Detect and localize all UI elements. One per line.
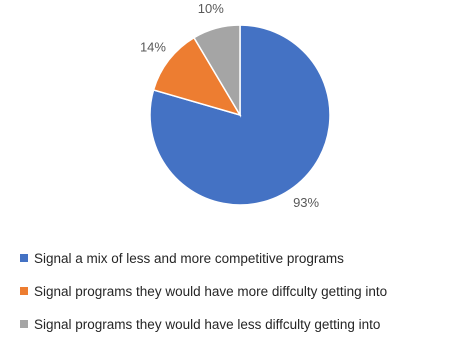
legend-label: Signal a mix of less and more competitiv…	[34, 250, 344, 266]
pie-chart: 93% 14% 10% Signal a mix of less and more …	[20, 1, 387, 332]
legend-label: Signal programs they would have less dif…	[34, 316, 381, 332]
pie-slice-2	[152, 36, 242, 117]
legend-swatch	[20, 254, 28, 262]
legend-item-3: Signal programs they would have less dif…	[20, 316, 460, 332]
legend: Signal a mix of less and more competitiv…	[20, 250, 460, 349]
pie-slice-3	[192, 24, 241, 118]
data-label-2: 14%	[140, 40, 166, 55]
legend-swatch	[20, 287, 28, 295]
legend-label: Signal programs they would have more dif…	[34, 283, 388, 299]
legend-item-1: Signal a mix of less and more competitiv…	[20, 250, 460, 266]
data-label-3: 10%	[198, 1, 224, 16]
legend-item-2: Signal programs they would have more dif…	[20, 283, 460, 299]
pie-plot-area: 93% 14% 10%	[140, 1, 331, 210]
legend-swatch	[20, 320, 28, 328]
data-label-1: 93%	[293, 195, 319, 210]
